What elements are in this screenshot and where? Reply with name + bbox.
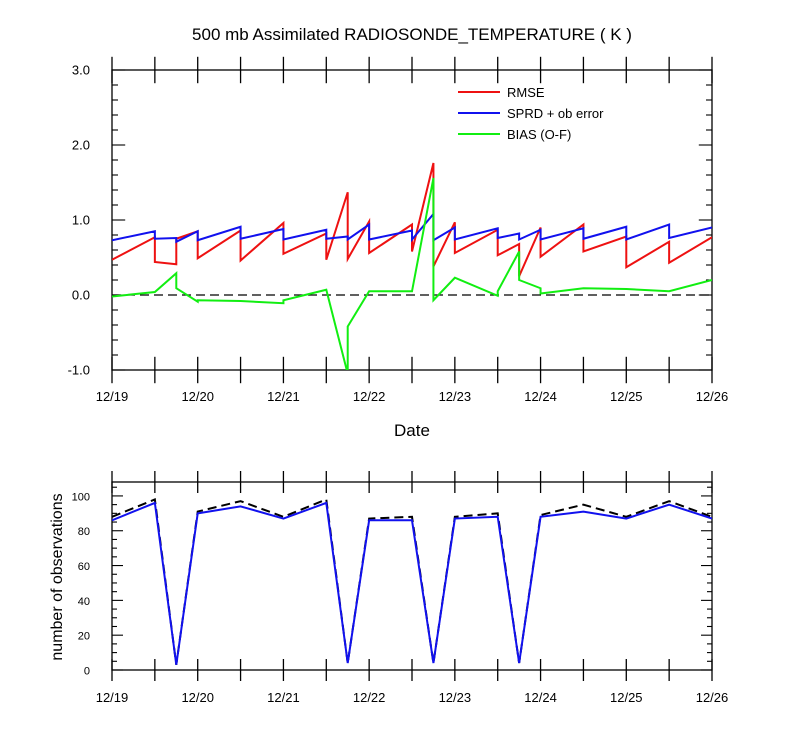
bottom-x-tick-label: 12/21 xyxy=(267,690,300,705)
top-y-tick-label: 1.0 xyxy=(72,213,90,228)
bottom-axes: 12/19 12/20 12/21 12/22 12/23 12/24 12/25 12/26… xyxy=(72,471,729,705)
bottom-y-tick-label: 80 xyxy=(78,526,90,538)
bottom-y-tick-label: 20 xyxy=(78,631,90,643)
bottom-x-tick-label: 12/26 xyxy=(696,690,729,705)
bottom-x-tick-label: 12/19 xyxy=(96,690,129,705)
top-x-tick-label: 12/20 xyxy=(181,389,214,404)
top-x-tick-label: 12/21 xyxy=(267,389,300,404)
bottom-x-tick-label: 12/25 xyxy=(610,690,643,705)
top-x-tick-label: 12/25 xyxy=(610,389,643,404)
bottom-y-tick-label: 0 xyxy=(84,666,90,678)
series-line-rmse xyxy=(112,162,712,277)
top-y-tick-label: 3.0 xyxy=(72,63,90,78)
bottom-x-tick-label: 12/20 xyxy=(181,690,214,705)
top-x-tick-label: 12/23 xyxy=(439,389,472,404)
series-line-sprd-ob-error xyxy=(112,211,712,244)
y-axis-label-observations: number of observations xyxy=(49,493,66,660)
top-x-tick-label: 12/26 xyxy=(696,389,729,404)
bottom-y-tick-label: 100 xyxy=(72,491,90,503)
series-line-assimilated-observations xyxy=(112,501,712,665)
series-line-bias-o-f xyxy=(112,177,712,370)
series-line-possible-observations xyxy=(112,497,712,665)
legend-label-rmse: RMSE xyxy=(507,85,545,100)
top-x-tick-label: 12/19 xyxy=(96,389,129,404)
top-y-tick-label: -1.0 xyxy=(68,363,90,378)
top-series-layer xyxy=(112,162,712,370)
bottom-y-tick-label: 40 xyxy=(78,596,90,608)
legend-label-sprd-ob-error: SPRD + ob error xyxy=(507,106,604,121)
legend-label-bias-o-f: BIAS (O-F) xyxy=(507,127,571,142)
x-axis-label: Date xyxy=(394,421,430,440)
top-y-tick-label: 0.0 xyxy=(72,288,90,303)
top-plot-frame xyxy=(111,69,713,371)
chart-title: 500 mb Assimilated RADIOSONDE_TEMPERATUR… xyxy=(192,25,632,44)
bottom-series-layer xyxy=(112,497,712,665)
bottom-x-tick-label: 12/24 xyxy=(524,690,557,705)
top-y-tick-label: 2.0 xyxy=(72,138,90,153)
legend: RMSE SPRD + ob error BIAS (O-F) xyxy=(458,85,604,142)
top-axes: 12/19 12/20 12/21 12/22 12/23 12/24 12/25 12/26… xyxy=(68,56,729,404)
top-x-tick-label: 12/22 xyxy=(353,389,386,404)
bottom-y-tick-label: 60 xyxy=(78,561,90,573)
top-x-tick-label: 12/24 xyxy=(524,389,557,404)
bottom-x-tick-label: 12/22 xyxy=(353,690,386,705)
bottom-x-tick-label: 12/23 xyxy=(439,690,472,705)
